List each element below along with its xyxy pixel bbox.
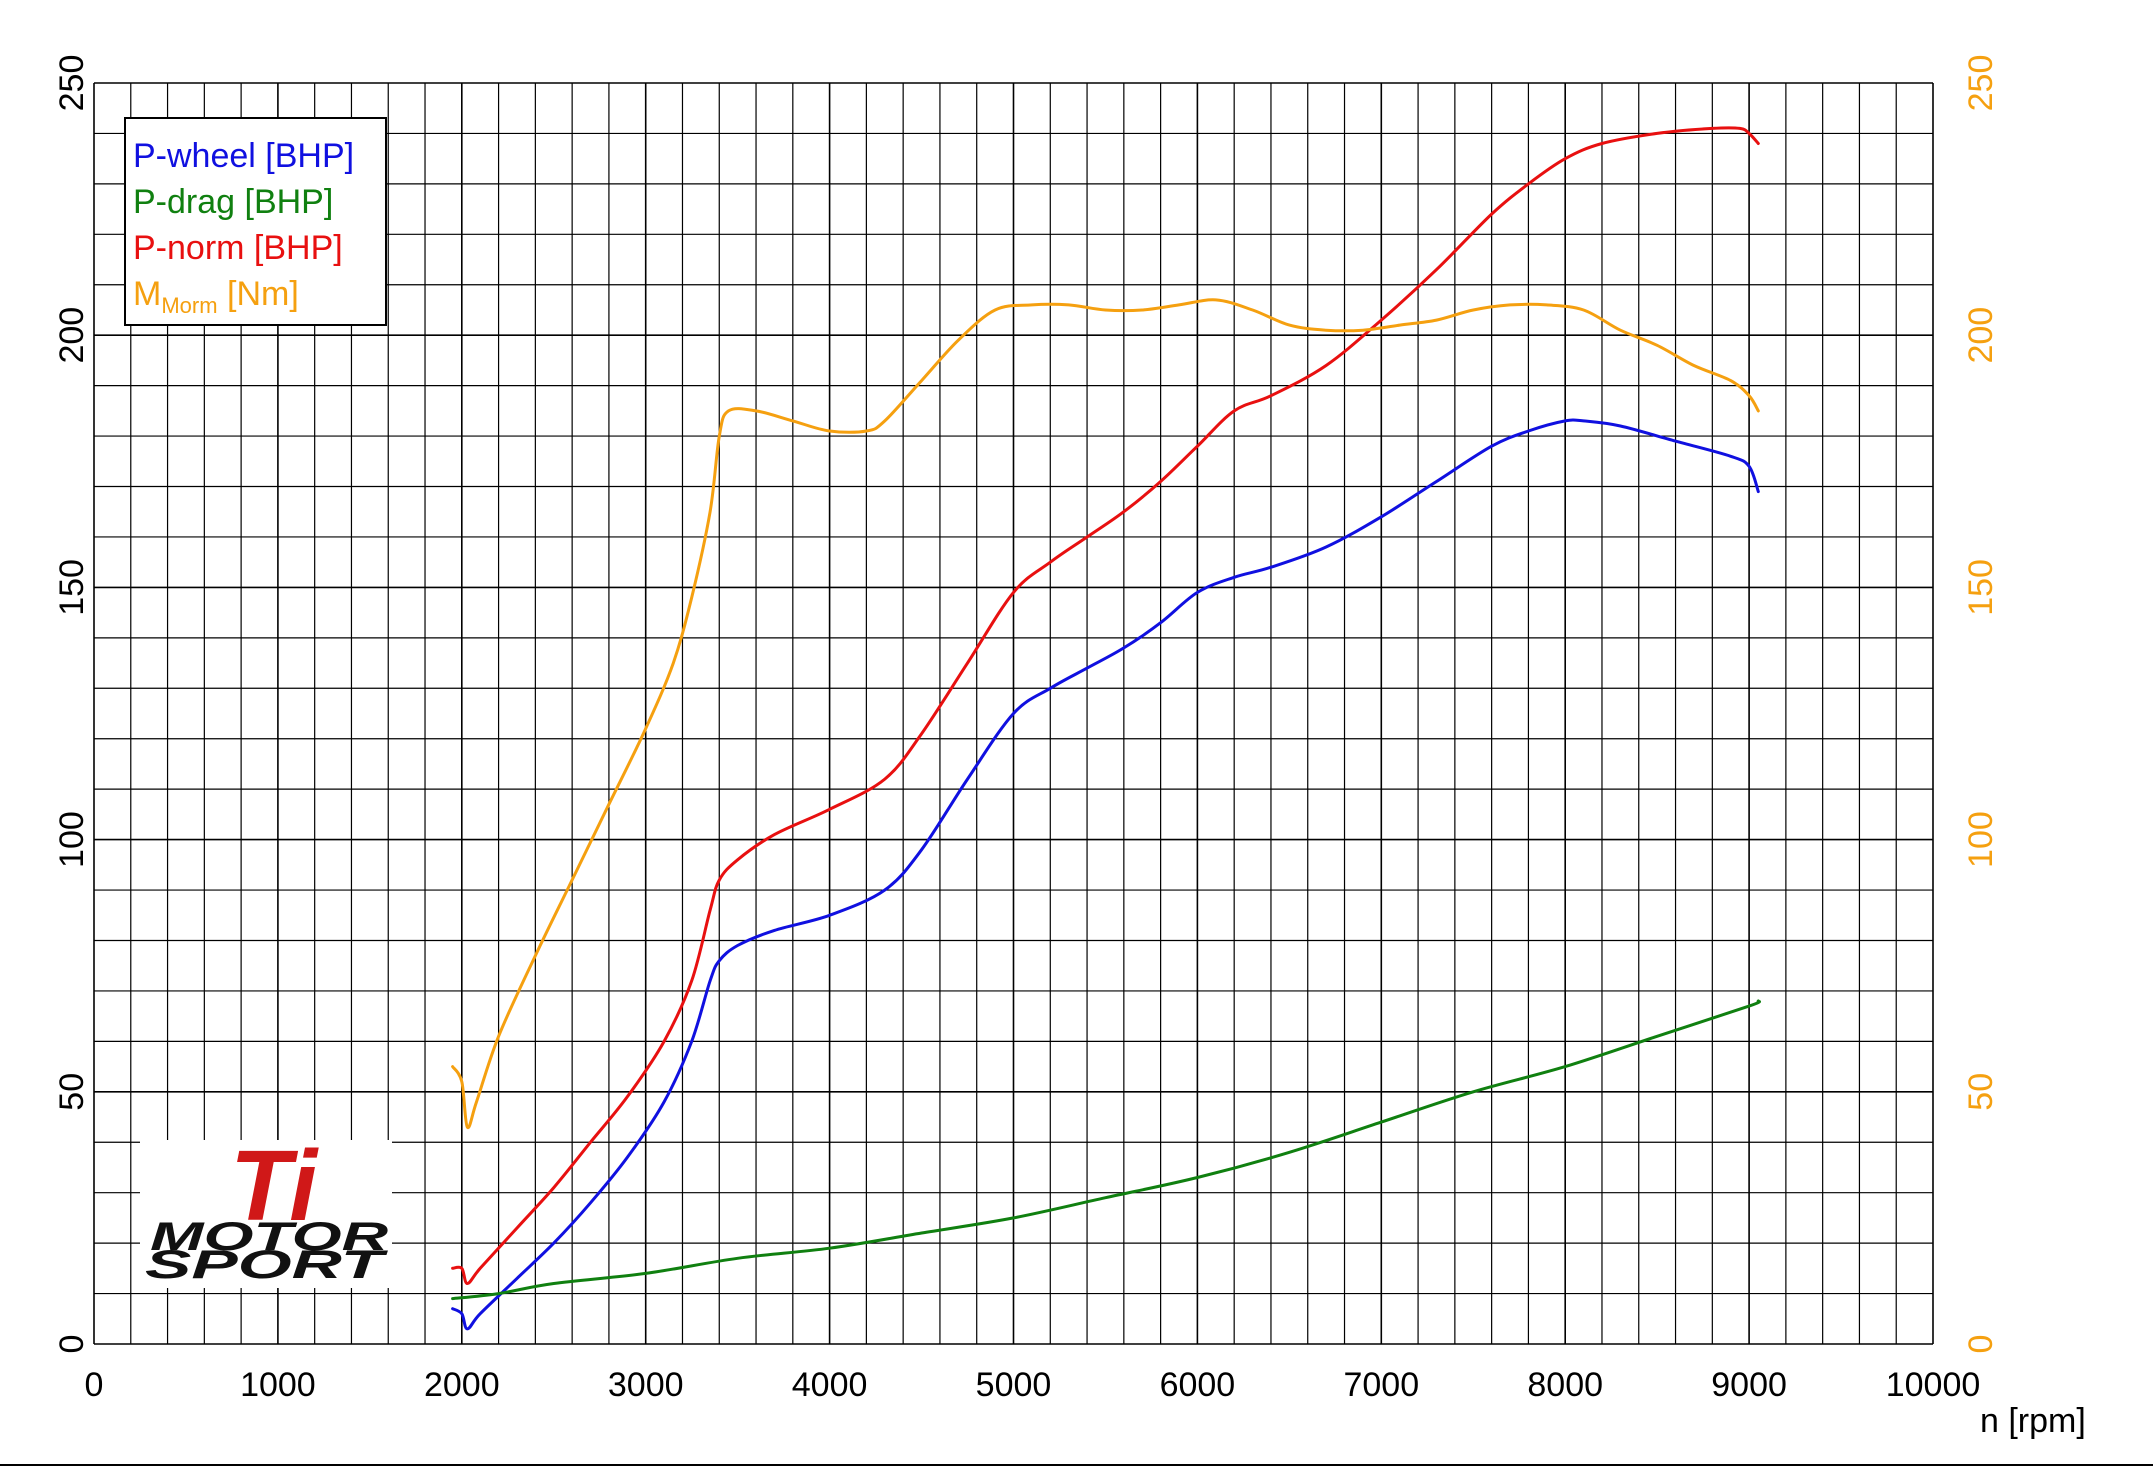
x-tick-label: 9000 bbox=[1711, 1366, 1787, 1404]
y-left-tick-label: 50 bbox=[53, 1073, 91, 1111]
x-tick-label: 5000 bbox=[976, 1366, 1052, 1404]
x-tick-label: 4000 bbox=[792, 1366, 868, 1404]
y-right-tick-label: 50 bbox=[1962, 1073, 2000, 1111]
y-right-tick-label: 0 bbox=[1962, 1335, 2000, 1354]
p-norm-curve bbox=[451, 126, 1760, 1285]
y-right-tick-label: 100 bbox=[1962, 811, 2000, 868]
y-left-tick-label: 150 bbox=[53, 559, 91, 616]
legend: P-wheel [BHP] P-drag [BHP] P-norm [BHP] … bbox=[124, 117, 387, 326]
legend-label-m-norm: MMorm [Nm] bbox=[133, 275, 299, 318]
y-left-tick-label: 0 bbox=[53, 1335, 91, 1354]
x-tick-label: 3000 bbox=[608, 1366, 684, 1404]
y-right-tick-label: 250 bbox=[1962, 55, 2000, 112]
x-tick-label: 7000 bbox=[1343, 1366, 1419, 1404]
logo-motor: MOTOR bbox=[150, 1215, 388, 1259]
curves-group bbox=[451, 126, 1761, 1331]
m-norm-curve bbox=[451, 298, 1760, 1130]
legend-label-p-norm: P-norm [BHP] bbox=[133, 229, 343, 267]
x-axis-label: n [rpm] bbox=[1980, 1402, 2086, 1440]
ti-motorsport-logo: Ti MOTOR SPORT bbox=[140, 1130, 392, 1288]
logo-sport: SPORT bbox=[145, 1243, 389, 1287]
p-drag-curve bbox=[451, 999, 1761, 1301]
y-right-tick-label: 150 bbox=[1962, 559, 2000, 616]
y-left-tick-label: 250 bbox=[53, 55, 91, 112]
y-left-tick-label: 100 bbox=[53, 811, 91, 868]
legend-box bbox=[124, 117, 387, 326]
p-wheel-curve bbox=[451, 418, 1760, 1331]
x-tick-label: 10000 bbox=[1886, 1366, 1981, 1404]
y-left-tick-labels: 0 50 100 150 200 250 bbox=[53, 55, 91, 1354]
legend-label-p-drag: P-drag [BHP] bbox=[133, 183, 333, 221]
y-right-tick-label: 200 bbox=[1962, 307, 2000, 364]
x-tick-label: 1000 bbox=[240, 1366, 316, 1404]
legend-label-p-wheel: P-wheel [BHP] bbox=[133, 137, 354, 175]
logo-background bbox=[140, 1140, 392, 1288]
x-tick-label: 2000 bbox=[424, 1366, 500, 1404]
x-tick-label: 0 bbox=[85, 1366, 104, 1404]
x-tick-label: 6000 bbox=[1160, 1366, 1236, 1404]
y-left-tick-label: 200 bbox=[53, 307, 91, 364]
logo-mark: Ti bbox=[230, 1130, 319, 1242]
x-tick-label: 8000 bbox=[1527, 1366, 1603, 1404]
y-right-tick-labels: 0 50 100 150 200 250 bbox=[1962, 55, 2000, 1354]
x-tick-labels: 0 1000 2000 3000 4000 5000 6000 7000 8000 9000 100… bbox=[85, 1366, 1981, 1404]
